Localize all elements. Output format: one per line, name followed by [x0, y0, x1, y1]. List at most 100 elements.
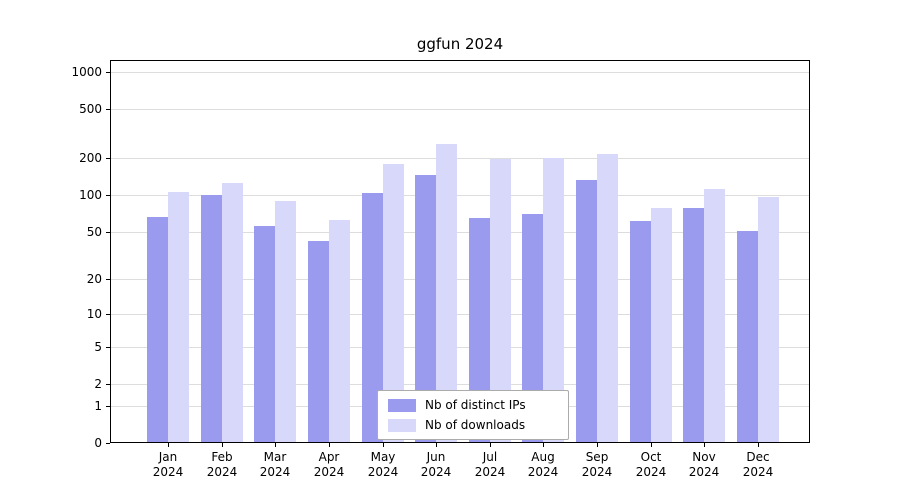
bar-downloads [382, 163, 404, 443]
x-tick-year: 2024 [742, 465, 774, 479]
x-tick-month: Jan [158, 450, 178, 464]
x-tick-year: 2024 [688, 465, 720, 479]
y-axis-tick-label: 200 [79, 151, 102, 165]
y-axis-tick-mark [106, 443, 110, 444]
x-axis-tick-label: Jun 2024 [401, 450, 471, 480]
x-axis-tick-label: Jul 2024 [455, 450, 525, 480]
x-tick-year: 2024 [635, 465, 667, 479]
bar-distinct-ips [415, 175, 437, 443]
gridline [110, 347, 810, 348]
bar-downloads [436, 144, 458, 443]
bar-downloads [275, 200, 297, 443]
x-axis-tick-mark [758, 443, 759, 447]
x-tick-month: Jun [426, 450, 446, 464]
x-axis-tick-mark [651, 443, 652, 447]
x-axis-tick-mark [436, 443, 437, 447]
legend-swatch-downloads [388, 418, 416, 432]
y-axis-tick-label: 20 [86, 272, 102, 286]
bar-distinct-ips [629, 221, 651, 443]
bar-distinct-ips [737, 230, 759, 443]
y-axis-tick-label: 50 [86, 225, 102, 239]
x-axis-tick-mark [275, 443, 276, 447]
y-axis-tick-label: 2 [94, 377, 102, 391]
x-axis-tick-label: Nov 2024 [669, 450, 739, 480]
x-tick-month: Sep [585, 450, 609, 464]
bar-downloads [328, 219, 350, 443]
x-axis-tick-label: Dec 2024 [723, 450, 793, 480]
x-axis-tick-label: Mar 2024 [240, 450, 310, 480]
gridline [110, 314, 810, 315]
x-tick-month: Apr [318, 450, 340, 464]
x-axis-tick-mark [383, 443, 384, 447]
x-axis-tick-label: Apr 2024 [294, 450, 364, 480]
x-tick-month: Jul [482, 450, 498, 464]
bar-distinct-ips [307, 240, 329, 443]
x-tick-month: Oct [640, 450, 662, 464]
x-axis-tick-label: Feb 2024 [187, 450, 257, 480]
x-tick-month: Nov [692, 450, 716, 464]
bar-downloads [221, 182, 243, 443]
bar-distinct-ips [147, 217, 168, 443]
x-axis-tick-mark [490, 443, 491, 447]
x-tick-month: Aug [531, 450, 555, 464]
legend-label-downloads: Nb of downloads [425, 418, 526, 432]
x-axis-tick-mark [597, 443, 598, 447]
x-axis-tick-mark [222, 443, 223, 447]
bar-distinct-ips [522, 214, 544, 443]
x-tick-year: 2024 [420, 465, 452, 479]
x-tick-year: 2024 [581, 465, 613, 479]
y-axis-tick-label: 500 [79, 102, 102, 116]
x-tick-year: 2024 [527, 465, 559, 479]
bar-distinct-ips [576, 179, 598, 443]
x-axis-tick-mark [329, 443, 330, 447]
bar-downloads [597, 154, 619, 443]
bar-downloads [704, 189, 726, 443]
x-tick-year: 2024 [367, 465, 399, 479]
x-axis-tick-label: Aug 2024 [508, 450, 578, 480]
y-axis-tick-label: 1000 [71, 65, 102, 79]
x-axis-tick-label: Jan 2024 [133, 450, 203, 480]
x-tick-month: Dec [746, 450, 770, 464]
legend-item-downloads: Nb of downloads [388, 418, 556, 432]
x-tick-month: Mar [263, 450, 287, 464]
x-tick-year: 2024 [259, 465, 291, 479]
bar-downloads [758, 197, 780, 443]
gridline [110, 72, 810, 73]
x-axis-tick-label: Oct 2024 [616, 450, 686, 480]
bar-distinct-ips [683, 208, 705, 443]
bar-downloads [489, 159, 511, 443]
gridline [110, 384, 810, 385]
x-axis-tick-label: Sep 2024 [562, 450, 632, 480]
x-axis-tick-mark [543, 443, 544, 447]
x-tick-month: Feb [211, 450, 233, 464]
bar-distinct-ips [254, 225, 276, 443]
bar-distinct-ips [468, 217, 490, 443]
bar-distinct-ips [200, 195, 222, 443]
y-axis-tick-label: 5 [94, 340, 102, 354]
x-tick-year: 2024 [206, 465, 238, 479]
y-axis-tick-label: 0 [94, 436, 102, 450]
bar-downloads [543, 158, 565, 443]
y-axis-tick-label: 1 [94, 399, 102, 413]
bar-downloads [168, 192, 189, 443]
bar-distinct-ips [361, 192, 383, 443]
legend-swatch-distinct-ips [388, 398, 416, 412]
x-axis-tick-mark [704, 443, 705, 447]
gridline [110, 158, 810, 159]
chart-title: ggfun 2024 [416, 35, 504, 53]
gridline [110, 195, 810, 196]
bar-downloads [650, 208, 672, 443]
legend-label-distinct-ips: Nb of distinct IPs [425, 398, 526, 412]
x-tick-year: 2024 [313, 465, 345, 479]
legend: Nb of distinct IPs Nb of downloads [377, 390, 569, 440]
x-axis-tick-mark [168, 443, 169, 447]
x-axis-tick-label: May 2024 [348, 450, 418, 480]
plot-area [110, 60, 810, 443]
y-axis-tick-label: 100 [79, 188, 102, 202]
x-tick-month: May [370, 450, 396, 464]
gridline [110, 279, 810, 280]
gridline [110, 109, 810, 110]
x-tick-year: 2024 [152, 465, 184, 479]
gridline [110, 232, 810, 233]
